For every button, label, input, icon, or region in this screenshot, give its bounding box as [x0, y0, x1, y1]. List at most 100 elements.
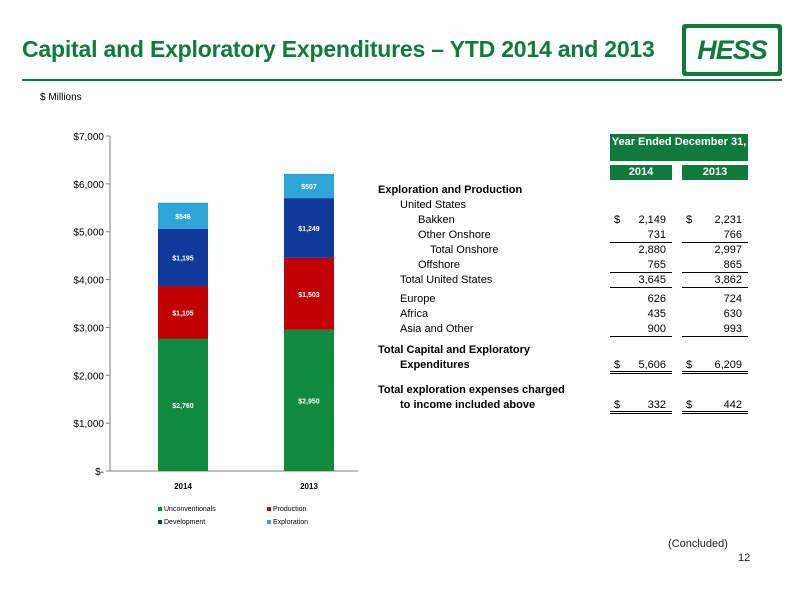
value-cell-2013: 865 — [682, 258, 748, 273]
data-label-development-2014: $1,195 — [172, 255, 194, 262]
currency-symbol: $ — [614, 399, 621, 411]
value-number: 2,880 — [638, 244, 666, 256]
y-tick-label: $5,000 — [73, 228, 104, 239]
y-tick-label: $2,000 — [73, 371, 104, 382]
table-row: Africa 435 630 — [378, 307, 748, 322]
hess-logo-text: HESS — [697, 34, 768, 65]
value-number: 2,231 — [714, 214, 742, 226]
value-number: 900 — [647, 323, 666, 335]
currency-symbol: $ — [686, 359, 693, 371]
table-row: Total Onshore 2,880 2,997 — [378, 243, 748, 258]
value-number: 3,645 — [638, 274, 666, 286]
page-title: Capital and Exploratory Expenditures – Y… — [22, 36, 655, 62]
data-label-production-2014: $1,105 — [172, 310, 194, 317]
row-label: Total United States — [400, 274, 493, 286]
row-label: Bakken — [418, 214, 455, 226]
y-tick-label: $7,000 — [73, 132, 104, 143]
y-tick-label: $3,000 — [73, 323, 104, 334]
concluded-note: (Concluded) — [668, 538, 728, 550]
currency-symbol: $ — [686, 399, 693, 411]
legend-label-production: Production — [273, 506, 307, 513]
data-label-exploration-2014: $546 — [175, 214, 191, 221]
row-label: to income included above — [400, 399, 536, 411]
y-tick-label: $6,000 — [73, 180, 104, 191]
value-cell-2014: 731 — [610, 228, 672, 243]
bar-segment-unconventionals-2014 — [158, 338, 208, 471]
year-header-2014: 2014 — [610, 165, 672, 180]
page-number: 12 — [738, 552, 751, 564]
legend-label-development: Development — [164, 519, 205, 526]
row-label: Offshore — [418, 259, 460, 271]
table-row: Total United States 3,645 3,862 — [378, 273, 748, 288]
x-tick-label-2013: 2013 — [300, 482, 318, 491]
row-label: Other Onshore — [418, 229, 491, 241]
value-cell-2014: $5,606 — [610, 358, 672, 374]
value-number: 630 — [723, 308, 742, 320]
value-cell-2013: $442 — [682, 398, 748, 414]
currency-symbol: $ — [614, 214, 621, 226]
data-label-unconventionals-2013: $2,950 — [298, 398, 320, 405]
bar-segment-exploration-2014 — [158, 202, 208, 229]
row-label: Total Capital and Exploratory — [378, 344, 530, 356]
value-cell-2014: 900 — [610, 322, 672, 337]
value-number: 731 — [647, 229, 666, 241]
table-row: Europe 626 724 — [378, 292, 748, 307]
row-label: Africa — [400, 308, 429, 320]
row-label: Total exploration expenses charged — [378, 384, 565, 396]
data-label-exploration-2013: $507 — [301, 184, 317, 191]
value-number: 435 — [647, 308, 666, 320]
value-cell-2013: $6,209 — [682, 358, 748, 374]
row-label: United States — [400, 199, 467, 211]
value-number: 766 — [723, 229, 742, 241]
hess-logo-inner: HESS — [686, 28, 778, 72]
value-number: 3,862 — [714, 274, 742, 286]
table-row: Total exploration expenses charged — [378, 383, 748, 398]
value-number: 626 — [647, 293, 666, 305]
table-row: Expenditures $5,606 $6,209 — [378, 358, 748, 374]
year-header-2013: 2013 — [682, 165, 748, 180]
currency-symbol: $ — [686, 214, 693, 226]
value-cell-2014: 765 — [610, 258, 672, 273]
value-number: 6,209 — [714, 359, 742, 371]
data-label-unconventionals-2014: $2,760 — [172, 403, 194, 410]
value-number: 865 — [723, 259, 742, 271]
data-label-production-2013: $1,503 — [298, 292, 320, 299]
row-label: Europe — [400, 293, 436, 305]
legend-label-exploration: Exploration — [273, 519, 308, 526]
y-tick-label: $4,000 — [73, 276, 104, 287]
value-cell-2013: 3,862 — [682, 273, 748, 288]
value-cell-2014: $332 — [610, 398, 672, 414]
row-label: Expenditures — [400, 359, 470, 371]
value-number: 332 — [647, 399, 666, 411]
table-row: Total Capital and Exploratory — [378, 343, 748, 358]
table-row: to income included above $332 $442 — [378, 398, 748, 414]
value-cell-2014: 3,645 — [610, 273, 672, 288]
legend-label-unconventionals: Unconventionals — [164, 506, 216, 513]
value-number: 724 — [723, 293, 742, 305]
value-number: 5,606 — [638, 359, 666, 371]
y-tick-label: $1,000 — [73, 419, 104, 430]
legend-swatch-development — [158, 520, 162, 524]
hess-logo: HESS — [682, 24, 782, 76]
table-row: Exploration and Production — [378, 183, 748, 198]
value-cell-2013: 766 — [682, 228, 748, 243]
bar-segment-unconventionals-2013 — [284, 329, 334, 471]
data-label-development-2013: $1,249 — [298, 226, 320, 233]
bar-segment-development-2013 — [284, 198, 334, 258]
bar-segment-exploration-2013 — [284, 173, 334, 199]
year-ended-header: Year Ended December 31, — [610, 134, 748, 161]
currency-symbol: $ — [614, 359, 621, 371]
value-number: 2,997 — [714, 244, 742, 256]
x-tick-label-2014: 2014 — [174, 482, 192, 491]
units-label: $ Millions — [40, 92, 82, 103]
table-row: Bakken $2,149 $2,231 — [378, 213, 748, 228]
legend-swatch-exploration — [267, 520, 271, 524]
y-tick-label: $- — [95, 467, 104, 478]
value-number: 993 — [723, 323, 742, 335]
bar-segment-production-2013 — [284, 257, 334, 330]
value-number: 765 — [647, 259, 666, 271]
row-label: Asia and Other — [400, 323, 474, 335]
table-row: United States — [378, 198, 748, 213]
value-cell-2013: 993 — [682, 322, 748, 337]
